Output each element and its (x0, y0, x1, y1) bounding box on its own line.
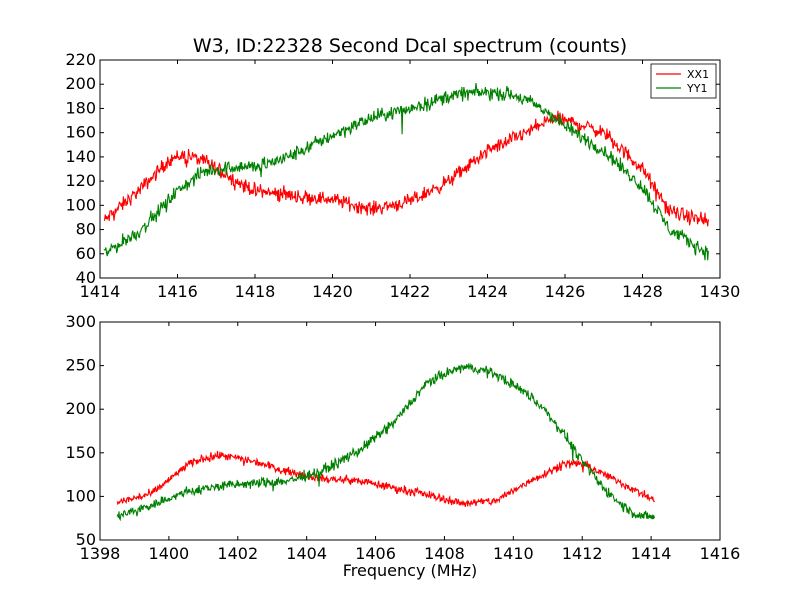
x-tick-label: 1402 (217, 544, 258, 563)
y-tick-label: 180 (65, 98, 96, 117)
y-tick-label: 140 (65, 147, 96, 166)
x-tick-label: 1420 (312, 282, 353, 301)
y-tick-label: 40 (76, 268, 96, 287)
y-tick-label: 200 (65, 399, 96, 418)
x-tick-label: 1416 (157, 282, 198, 301)
x-tick-label: 1400 (149, 544, 190, 563)
x-tick-label: 1414 (80, 282, 121, 301)
y-tick-label: 120 (65, 171, 96, 190)
series-line-xx1-plot-1 (103, 110, 709, 227)
y-tick-label: 200 (65, 74, 96, 93)
axes-frame-2 (99, 321, 721, 541)
y-tick-label: 300 (65, 312, 96, 331)
y-tick-label: 150 (65, 443, 96, 462)
legend-label-yy1: YY1 (686, 82, 707, 95)
y-tick-label: 160 (65, 123, 96, 142)
legend-label-xx1: XX1 (687, 68, 709, 81)
x-axis-label: Frequency (MHz) (343, 561, 477, 580)
top-spectrum-plot: 1414 1416 1418 1420 1422 1424 1426 1428 1430 40 60… (65, 50, 740, 301)
chart-title: W3, ID:22328 Second Dcal spectrum (count… (193, 35, 627, 57)
series-line-xx1-plot-2 (116, 450, 656, 508)
y-tick-label: 100 (65, 486, 96, 505)
x-tick-label: 1412 (562, 544, 603, 563)
x-tick-label: 1428 (622, 282, 663, 301)
series-line-yy1-plot-2 (116, 362, 656, 522)
x-tick-label: 1404 (286, 544, 327, 563)
series-line-yy1-plot-1 (103, 83, 709, 261)
x-tick-label: 1418 (235, 282, 276, 301)
x-tick-label: 1408 (424, 544, 465, 563)
x-tick-label: 1430 (700, 282, 741, 301)
x-tick-label: 1414 (631, 544, 672, 563)
x-tick-label: 1406 (355, 544, 396, 563)
x-tick-label: 1398 (80, 544, 121, 563)
legend-box (650, 63, 717, 99)
y-tick-label: 220 (65, 50, 96, 69)
x-tick-label: 1424 (467, 282, 508, 301)
x-tick-label: 1422 (390, 282, 431, 301)
x-tick-label: 1410 (493, 544, 534, 563)
x-tick-label: 1426 (545, 282, 586, 301)
x-tick-label: 1416 (700, 544, 741, 563)
y-tick-label: 50 (76, 530, 96, 549)
y-tick-label: 80 (76, 220, 96, 239)
y-tick-label: 100 (65, 195, 96, 214)
y-tick-label: 250 (65, 356, 96, 375)
y-tick-label: 60 (76, 244, 96, 263)
bottom-spectrum-plot: 1398 1400 1402 1404 1406 1408 1410 1412 1414 1416… (65, 312, 740, 563)
